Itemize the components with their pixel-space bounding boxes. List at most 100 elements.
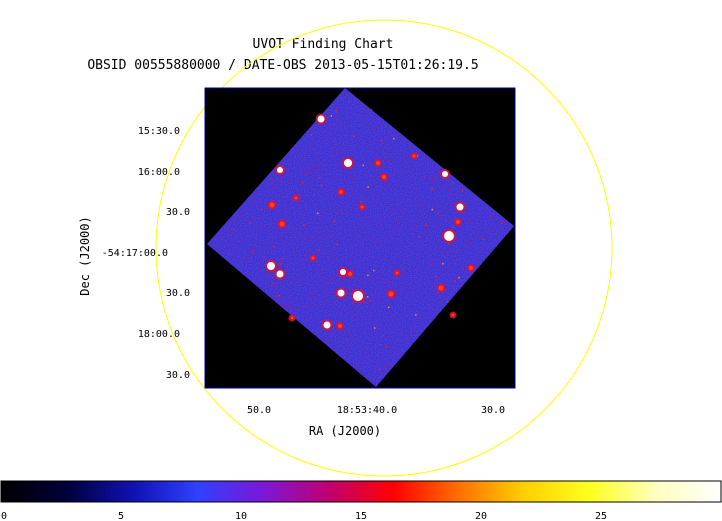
source-core — [456, 203, 464, 211]
noise-pixel — [243, 259, 246, 262]
noise-pixel — [454, 280, 456, 282]
noise-pixel — [461, 190, 464, 192]
noise-pixel — [234, 222, 236, 225]
noise-pixel — [373, 127, 376, 129]
source-core — [276, 270, 284, 278]
noise-pixel — [306, 304, 309, 307]
colorbar-tick-label: 10 — [235, 511, 247, 521]
source-core — [269, 202, 275, 208]
x-tick-label: 50.0 — [247, 405, 271, 416]
noise-pixel — [469, 221, 471, 223]
y-tick-label: 16:00.0 — [138, 167, 180, 178]
noise-pixel — [342, 278, 344, 280]
noise-pixel — [398, 221, 400, 223]
noise-pixel — [279, 263, 281, 266]
noise-pixel — [489, 216, 492, 218]
noise-pixel — [431, 208, 434, 211]
y-tick-label: 30.0 — [166, 370, 190, 381]
noise-pixel — [370, 109, 372, 111]
noise-pixel — [252, 217, 255, 219]
y-tick-labels: 15:30.0 16:00.0 30.0 -54:17:00.0 30.0 18… — [102, 126, 190, 381]
source-core — [376, 161, 380, 165]
noise-pixel — [378, 368, 381, 371]
source-core — [267, 262, 275, 270]
noise-pixel — [333, 220, 335, 223]
noise-pixel — [315, 167, 318, 169]
noise-pixel — [431, 177, 434, 179]
noise-pixel — [392, 354, 395, 357]
source-core — [311, 256, 315, 260]
noise-pixel — [323, 340, 325, 343]
noise-pixel — [369, 300, 372, 302]
noise-pixel — [367, 186, 369, 188]
noise-pixel — [318, 176, 321, 179]
noise-pixel — [340, 149, 343, 151]
noise-pixel — [282, 174, 285, 177]
noise-pixel — [415, 314, 417, 316]
noise-pixel — [363, 301, 366, 303]
noise-pixel — [363, 281, 366, 284]
noise-pixel — [271, 244, 273, 247]
source-core — [438, 285, 444, 291]
noise-pixel — [303, 224, 305, 226]
noise-pixel — [271, 179, 274, 182]
noise-pixel — [349, 288, 352, 290]
colorbar — [0, 480, 722, 503]
x-tick-labels: 50.0 18:53:40.0 30.0 — [247, 405, 505, 416]
noise-pixel — [334, 276, 336, 279]
source-core — [338, 324, 342, 328]
source-core — [456, 220, 460, 224]
source-core — [337, 289, 345, 297]
x-tick-label: 18:53:40.0 — [337, 405, 397, 416]
source-core — [469, 266, 473, 270]
noise-pixel — [449, 250, 452, 252]
source-core — [444, 231, 454, 241]
noise-pixel — [251, 250, 253, 253]
noise-pixel — [435, 275, 437, 278]
noise-pixel — [452, 205, 454, 207]
source-core — [442, 171, 448, 177]
chart-title: UVOT Finding Chart — [253, 37, 394, 52]
noise-pixel — [418, 235, 420, 238]
noise-pixel — [385, 366, 387, 368]
noise-pixel — [374, 327, 376, 329]
noise-pixel — [272, 186, 274, 189]
noise-pixel — [279, 296, 281, 298]
source-core — [388, 291, 394, 297]
noise-pixel — [452, 226, 455, 228]
source-core — [382, 175, 386, 179]
noise-pixel — [367, 274, 369, 277]
noise-pixel — [335, 110, 337, 112]
noise-pixel — [455, 278, 457, 281]
noise-pixel — [427, 228, 429, 231]
noise-pixel — [482, 238, 484, 240]
source-core — [317, 115, 325, 123]
noise-pixel — [356, 316, 358, 319]
source-core — [395, 271, 399, 275]
noise-pixel — [395, 292, 398, 295]
noise-pixel — [431, 262, 434, 264]
source-core — [323, 321, 331, 329]
noise-pixel — [366, 296, 369, 298]
noise-pixel — [393, 137, 395, 140]
noise-pixel — [301, 276, 303, 278]
noise-pixel — [330, 115, 332, 117]
noise-pixel — [267, 272, 270, 274]
noise-pixel — [447, 242, 450, 245]
noise-pixel — [360, 201, 362, 203]
x-tick-label: 30.0 — [481, 405, 505, 416]
noise-pixel — [370, 353, 373, 356]
noise-pixel — [334, 220, 336, 223]
colorbar-ticks: 0 5 10 15 20 25 — [1, 511, 607, 521]
noise-pixel — [431, 188, 433, 190]
noise-pixel — [232, 232, 234, 234]
source-core — [344, 159, 352, 167]
noise-pixel — [250, 253, 253, 256]
noise-pixel — [387, 150, 389, 153]
noise-pixel — [419, 204, 422, 206]
noise-pixel — [336, 243, 338, 246]
noise-pixel — [282, 176, 284, 179]
colorbar-tick-label: 15 — [355, 511, 367, 521]
noise-pixel — [348, 296, 350, 299]
